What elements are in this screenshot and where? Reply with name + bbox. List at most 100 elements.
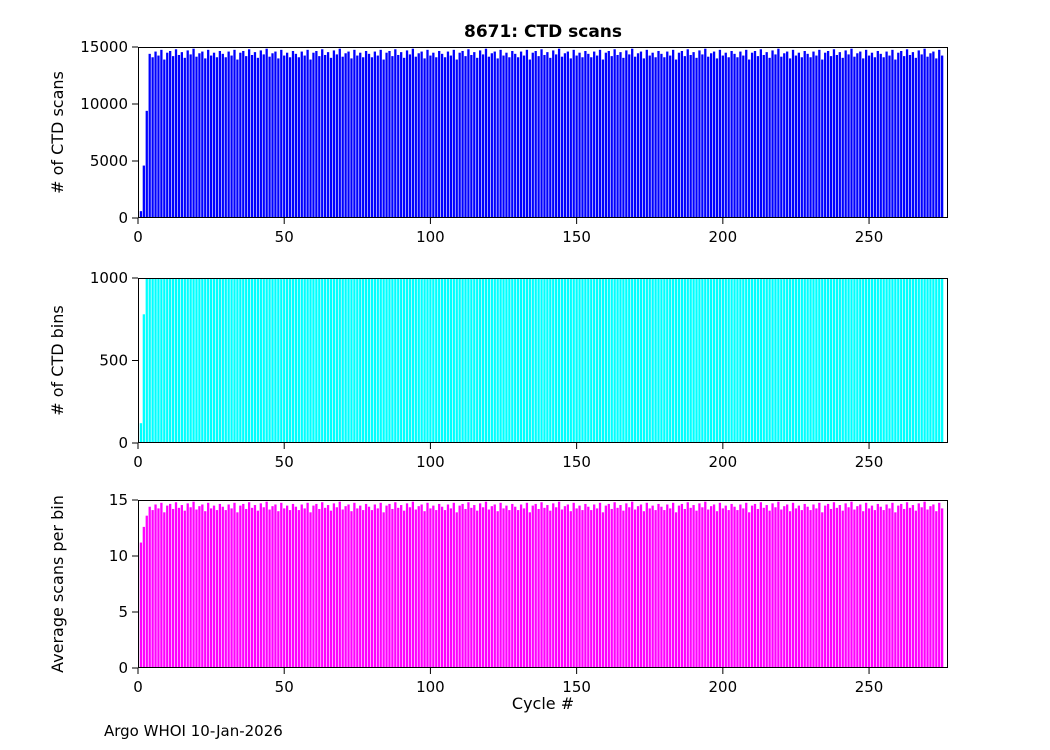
bar <box>274 504 277 668</box>
bar <box>864 278 868 443</box>
bar <box>701 507 704 668</box>
bar <box>438 503 441 668</box>
bar <box>265 48 268 219</box>
bar <box>938 278 941 443</box>
bar <box>572 278 575 443</box>
bar <box>897 505 900 668</box>
y-tick-label: 5000 <box>90 152 128 170</box>
bar <box>438 278 441 443</box>
bar <box>455 59 458 218</box>
bar <box>812 51 815 219</box>
bar <box>332 278 336 443</box>
bar <box>642 58 646 219</box>
bar <box>724 278 727 443</box>
bar <box>189 54 192 218</box>
bar <box>750 52 754 219</box>
bar <box>935 58 938 219</box>
bar <box>309 278 312 443</box>
bar <box>347 278 350 443</box>
axes-box <box>138 47 948 218</box>
bar <box>750 278 754 443</box>
bar <box>402 510 406 668</box>
bar <box>455 278 458 443</box>
bar <box>157 55 160 218</box>
bar <box>900 50 903 218</box>
bar <box>543 278 546 443</box>
bar <box>268 509 271 668</box>
bar <box>502 508 505 668</box>
bar <box>856 278 859 443</box>
bar <box>862 511 865 668</box>
y-tick-label: 5 <box>118 603 128 621</box>
bar <box>941 508 944 668</box>
bar <box>493 51 496 219</box>
bar <box>555 278 558 443</box>
bar <box>557 48 561 219</box>
bar <box>712 504 716 668</box>
bar <box>359 52 362 219</box>
y-tick-label: 0 <box>118 659 128 677</box>
bar <box>265 278 268 443</box>
bar <box>829 56 833 219</box>
bar <box>517 510 520 668</box>
bar <box>180 505 184 668</box>
bar <box>470 278 473 443</box>
bar <box>338 501 341 668</box>
bar <box>941 278 944 443</box>
bar <box>230 508 233 668</box>
bar <box>736 57 739 218</box>
bar <box>215 510 219 668</box>
bar <box>402 57 406 218</box>
bar <box>505 52 508 219</box>
bar <box>166 278 169 443</box>
bar <box>481 54 485 218</box>
bar <box>859 504 862 668</box>
bar <box>707 278 710 443</box>
bar <box>329 57 333 218</box>
bar <box>356 508 359 668</box>
bar <box>259 50 262 218</box>
avg-scans-per-bin-plot: 0 50 100 150 200 250 0 5 10 15 <box>109 491 948 696</box>
bar <box>905 49 909 218</box>
bar <box>367 53 371 219</box>
bar <box>628 278 631 443</box>
bar <box>657 278 660 443</box>
bar <box>622 278 625 443</box>
bar <box>139 542 143 668</box>
bar <box>467 49 470 218</box>
bar <box>426 278 429 443</box>
bar <box>739 51 742 219</box>
bar <box>242 503 245 668</box>
bar <box>806 506 809 668</box>
y-tick-label: 10000 <box>80 95 128 113</box>
bar <box>163 278 166 443</box>
bar <box>423 278 426 443</box>
bar <box>549 278 552 443</box>
bar <box>303 508 306 668</box>
bar <box>557 501 561 668</box>
bar <box>724 52 727 219</box>
x-tick-label: 250 <box>855 453 884 471</box>
bar <box>636 506 640 668</box>
bar <box>309 512 312 668</box>
bar <box>607 278 610 443</box>
bar <box>648 55 651 218</box>
bar <box>171 278 175 443</box>
bar <box>879 506 882 668</box>
bar <box>207 49 210 218</box>
bar <box>268 278 271 443</box>
bar <box>449 55 453 218</box>
bar <box>578 278 581 443</box>
bar <box>587 278 590 443</box>
bar <box>689 54 692 219</box>
bar <box>362 57 365 218</box>
bar <box>215 57 219 218</box>
bar <box>695 510 698 668</box>
bar <box>508 278 511 443</box>
bar <box>756 278 760 443</box>
bar <box>420 51 423 219</box>
bar <box>400 505 403 668</box>
bar <box>326 52 330 218</box>
bar <box>791 49 795 218</box>
bar <box>253 52 257 218</box>
